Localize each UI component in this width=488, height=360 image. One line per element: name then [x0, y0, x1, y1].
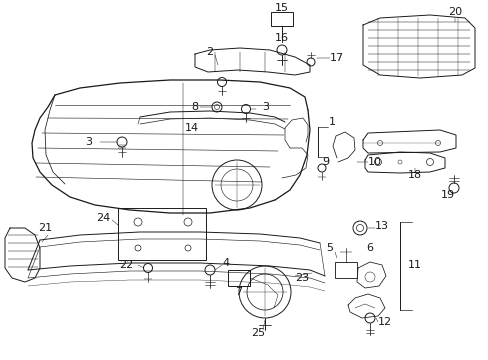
- Text: 14: 14: [184, 123, 199, 133]
- Text: 8: 8: [190, 102, 198, 112]
- Bar: [118, 208, 205, 260]
- Text: 22: 22: [119, 260, 133, 270]
- Text: 25: 25: [250, 328, 264, 338]
- Text: 9: 9: [322, 157, 329, 167]
- Text: 2: 2: [206, 47, 213, 57]
- Text: 7: 7: [235, 287, 242, 297]
- Text: 11: 11: [407, 260, 421, 270]
- Text: 23: 23: [294, 273, 308, 283]
- Bar: [227, 270, 249, 286]
- Bar: [270, 12, 292, 26]
- Text: 3: 3: [262, 102, 268, 112]
- Text: 24: 24: [96, 213, 110, 223]
- Text: 1: 1: [328, 117, 335, 127]
- Text: 21: 21: [38, 223, 52, 233]
- Text: 4: 4: [222, 258, 229, 268]
- Text: 20: 20: [447, 7, 461, 17]
- Text: 12: 12: [377, 317, 391, 327]
- Text: 17: 17: [329, 53, 344, 63]
- Text: 6: 6: [366, 243, 373, 253]
- Text: 5: 5: [326, 243, 333, 253]
- Text: 16: 16: [274, 33, 288, 43]
- Text: 13: 13: [374, 221, 388, 231]
- Text: 10: 10: [367, 157, 381, 167]
- Text: 15: 15: [274, 3, 288, 13]
- Text: 19: 19: [440, 190, 454, 200]
- Text: 3: 3: [85, 137, 92, 147]
- Text: 18: 18: [407, 170, 421, 180]
- Bar: [334, 262, 356, 278]
